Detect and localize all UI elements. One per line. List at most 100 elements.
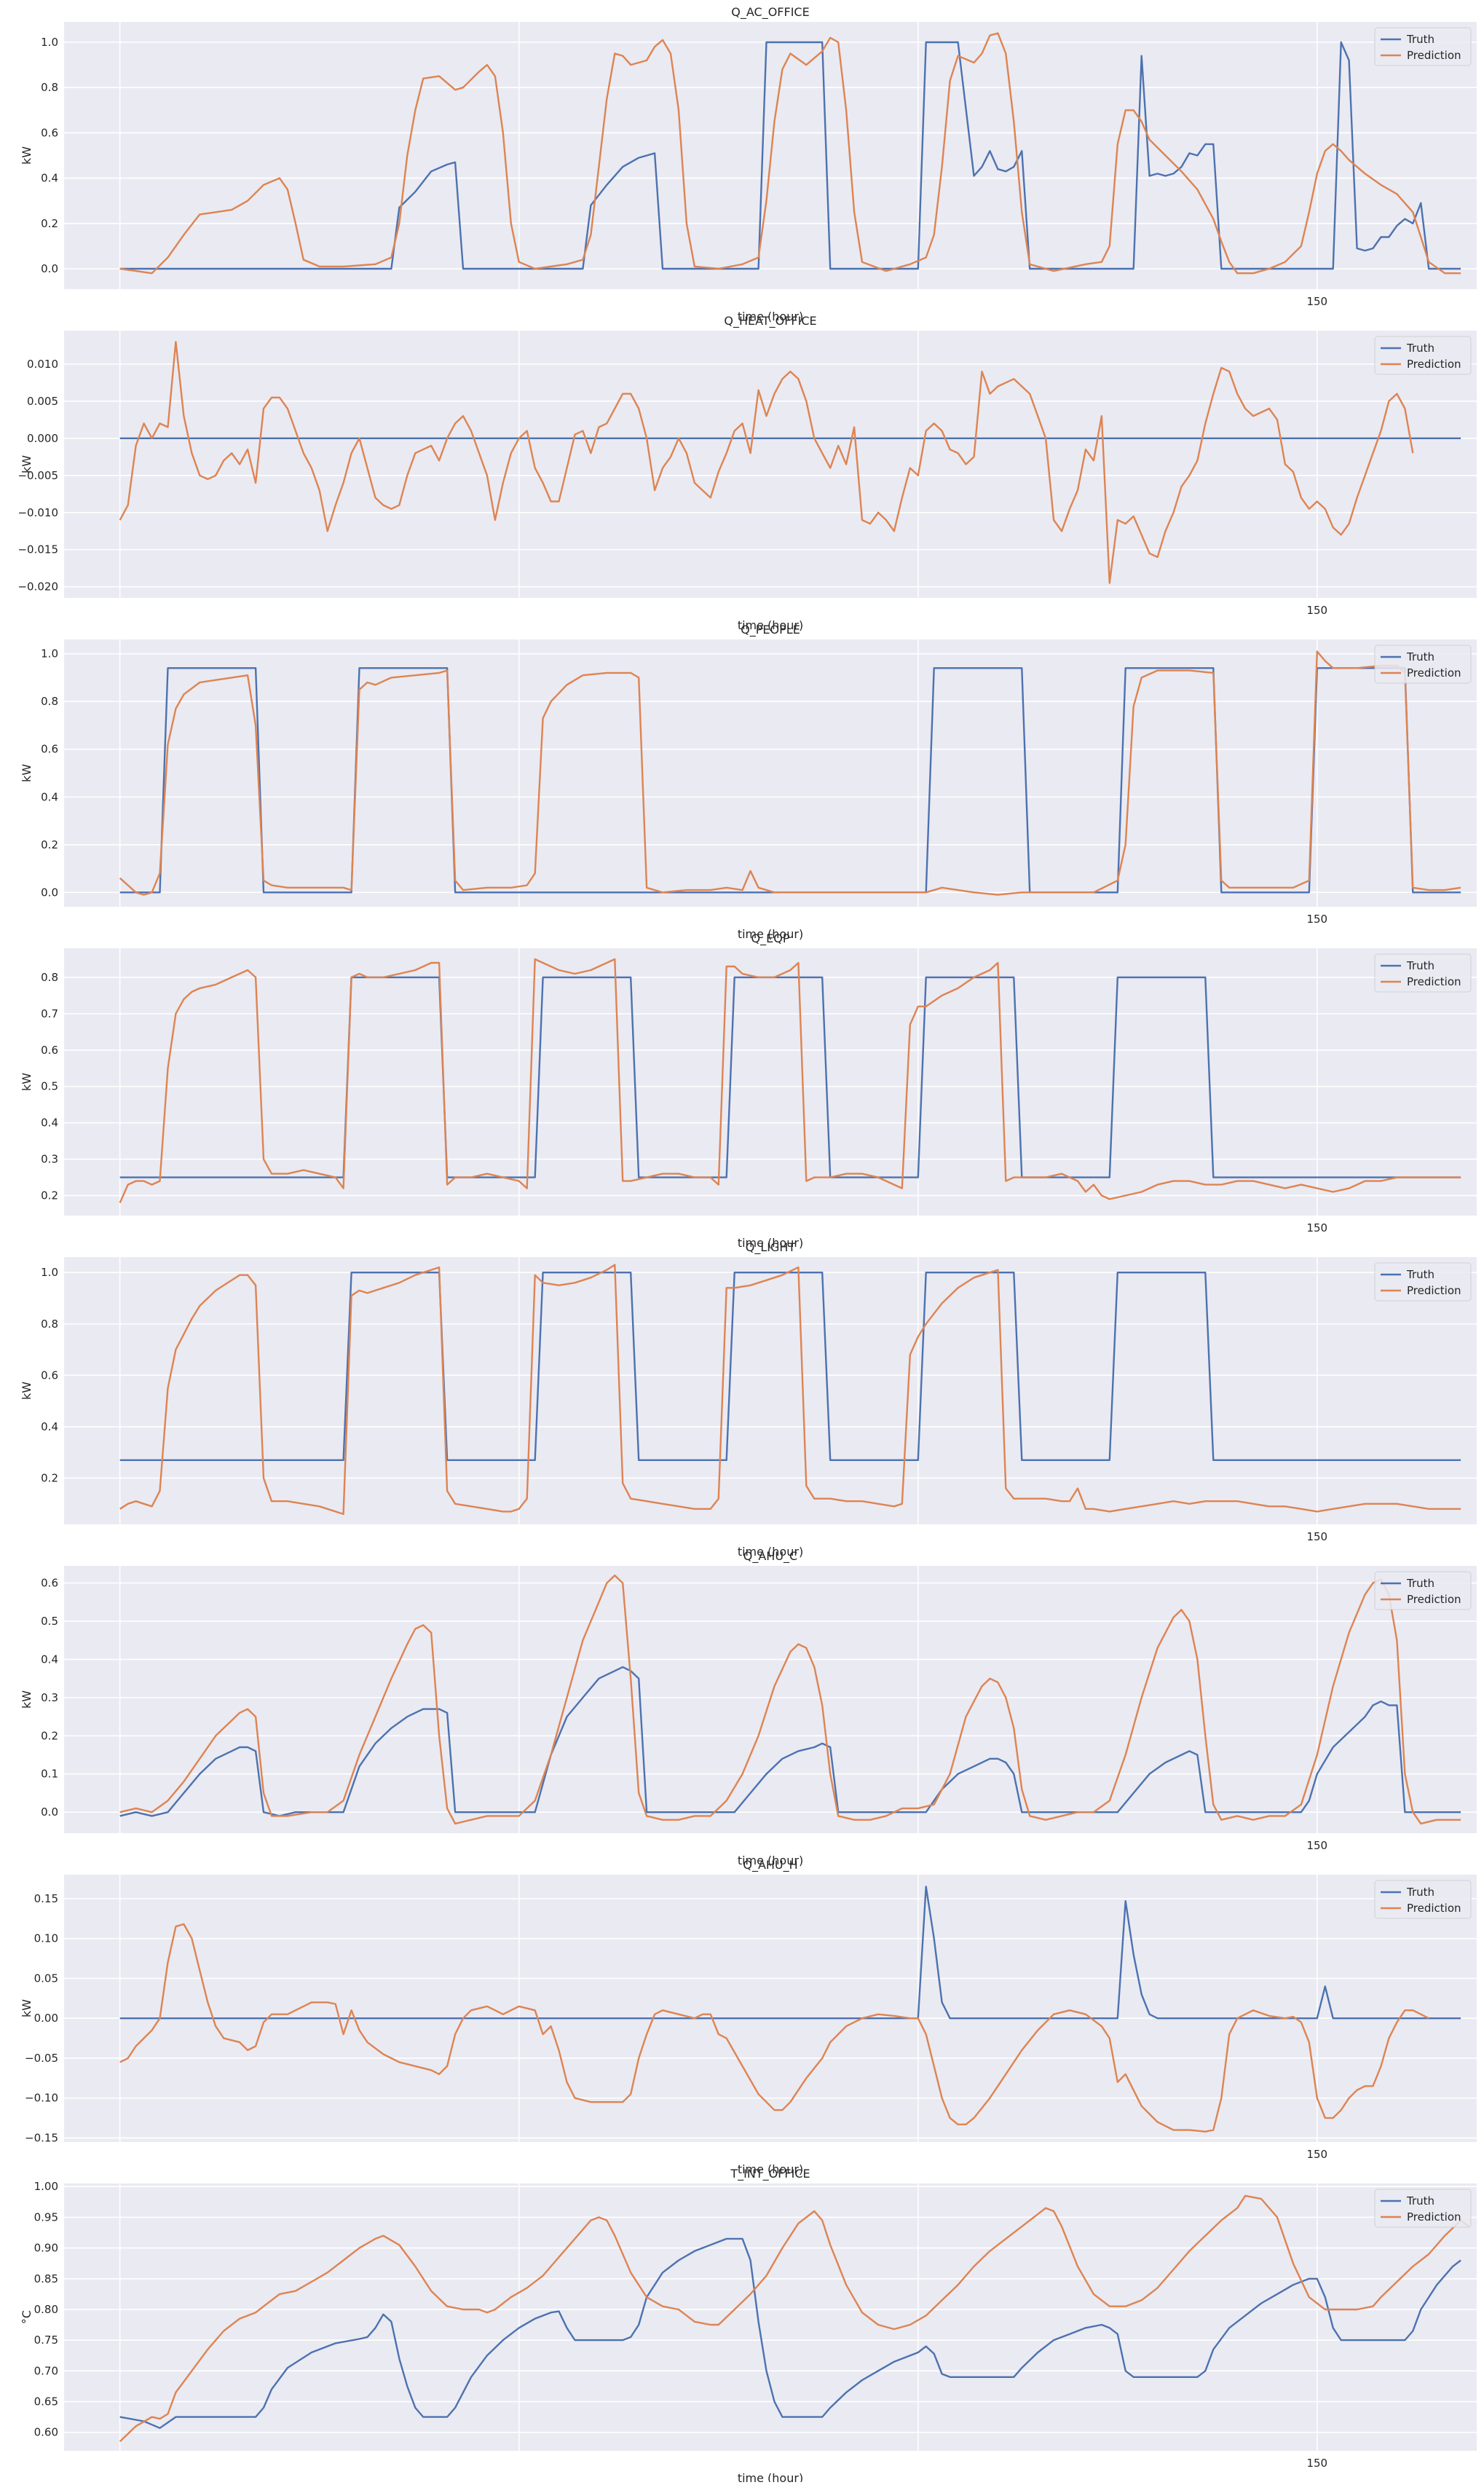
y-tick-label: 0.6 bbox=[41, 1577, 58, 1590]
x-axis-label: time (hour) bbox=[738, 618, 803, 632]
legend-label-truth: Truth bbox=[1406, 1886, 1434, 1899]
y-tick-label: 0.4 bbox=[41, 172, 58, 185]
y-axis-label: kW bbox=[20, 1999, 33, 2017]
y-tick-label: 0.000 bbox=[27, 432, 58, 445]
y-tick-label: 0.65 bbox=[34, 2395, 58, 2409]
legend-label-prediction: Prediction bbox=[1407, 666, 1461, 680]
y-tick-label: 0.85 bbox=[34, 2272, 58, 2285]
series-line-prediction bbox=[119, 958, 1461, 1203]
y-tick-label: 0.5 bbox=[41, 1615, 58, 1628]
y-tick-label: 0.010 bbox=[27, 358, 58, 371]
plot-area bbox=[64, 1875, 1477, 2142]
y-tick-label: 0.2 bbox=[41, 1471, 58, 1484]
series-line-prediction bbox=[119, 32, 1461, 275]
y-tick-label: −0.010 bbox=[17, 506, 58, 519]
y-tick-label: 0.6 bbox=[41, 126, 58, 139]
x-tick-label: 150 bbox=[1306, 1530, 1327, 1543]
y-axis-label: kW bbox=[20, 455, 33, 473]
chart-title: Q_AHU_H bbox=[743, 1858, 797, 1872]
y-tick-label: 0.6 bbox=[41, 1044, 58, 1057]
legend: Truth Prediction bbox=[1374, 336, 1472, 375]
y-tick-label: −0.10 bbox=[25, 2092, 58, 2105]
plot-area bbox=[64, 2183, 1477, 2451]
legend-label-truth: Truth bbox=[1406, 342, 1434, 355]
y-tick-label: 1.0 bbox=[41, 1266, 58, 1279]
x-axis-label: time (hour) bbox=[738, 927, 803, 941]
chart-title: Q_AHU_C bbox=[743, 1549, 797, 1564]
plot-area bbox=[64, 639, 1477, 907]
chart-title: Q_PEOPLE bbox=[741, 623, 800, 637]
legend-label-prediction: Prediction bbox=[1407, 975, 1461, 988]
y-tick-label: 0.7 bbox=[41, 1007, 58, 1020]
y-tick-label: −0.05 bbox=[25, 2052, 58, 2065]
y-tick-label: 1.00 bbox=[34, 2180, 58, 2193]
legend-label-truth: Truth bbox=[1406, 1268, 1434, 1281]
y-axis-label: kW bbox=[20, 146, 33, 165]
y-tick-label: 0.05 bbox=[34, 1972, 58, 1985]
legend: Truth Prediction bbox=[1374, 953, 1472, 993]
y-tick-label: 0.10 bbox=[34, 1932, 58, 1945]
y-tick-label: 0.2 bbox=[41, 838, 58, 851]
x-tick-label: 150 bbox=[1306, 1221, 1327, 1234]
y-tick-label: 0.6 bbox=[41, 743, 58, 756]
y-tick-label: −0.15 bbox=[25, 2132, 58, 2145]
subplot-t-int-office: 0.60 0.65 0.70 0.75 0.80 0.85 0.90 0.95 1.00 150 T… bbox=[20, 2167, 1477, 2485]
legend-label-prediction: Prediction bbox=[1407, 1284, 1461, 1297]
legend-label-prediction: Prediction bbox=[1407, 358, 1461, 371]
chart-title: T_INT_OFFICE bbox=[730, 2167, 810, 2181]
series-line-prediction bbox=[119, 1923, 1429, 2132]
legend-label-prediction: Prediction bbox=[1407, 49, 1461, 62]
x-tick-label: 150 bbox=[1306, 913, 1327, 926]
y-tick-label: 0.3 bbox=[41, 1691, 58, 1704]
y-tick-label: 0.3 bbox=[41, 1153, 58, 1166]
x-tick-label: 150 bbox=[1306, 604, 1327, 617]
plot-area bbox=[64, 948, 1477, 1216]
y-tick-label: 0.00 bbox=[34, 2012, 58, 2025]
y-tick-label: 0.60 bbox=[34, 2426, 58, 2439]
x-axis-label: time (hour) bbox=[738, 2162, 803, 2176]
x-tick-label: 150 bbox=[1306, 2148, 1327, 2161]
legend: Truth Prediction bbox=[1374, 1880, 1472, 1919]
y-tick-label: 0.75 bbox=[34, 2334, 58, 2347]
x-axis-label: time (hour) bbox=[738, 1854, 803, 1867]
legend: Truth Prediction bbox=[1374, 645, 1472, 684]
y-tick-label: 0.0 bbox=[41, 262, 58, 275]
x-axis-label: time (hour) bbox=[738, 310, 803, 323]
series-line-prediction bbox=[119, 650, 1461, 896]
y-tick-label: 0.8 bbox=[41, 1318, 58, 1331]
y-tick-label: 0.70 bbox=[34, 2364, 58, 2377]
chart-title: Q_LIGHT bbox=[746, 1240, 796, 1255]
y-tick-label: 0.4 bbox=[41, 790, 58, 803]
legend-label-prediction: Prediction bbox=[1407, 2210, 1461, 2224]
y-axis-label: kW bbox=[20, 1073, 33, 1091]
subplot-q-ahu-h: −0.15 −0.10 −0.05 0.00 0.05 0.10 0.15 150 Q_AHU_… bbox=[20, 1858, 1477, 2176]
y-tick-label: 0.90 bbox=[34, 2242, 58, 2255]
series-line-prediction bbox=[119, 2194, 1469, 2443]
series-line-truth bbox=[119, 1666, 1461, 1817]
series-line-prediction bbox=[119, 1264, 1461, 1516]
chart-title: Q_HEAT_OFFICE bbox=[724, 314, 816, 328]
y-axis-label: °C bbox=[20, 2310, 33, 2324]
y-tick-label: 0.2 bbox=[41, 217, 58, 230]
y-tick-label: 0.95 bbox=[34, 2210, 58, 2224]
y-tick-label: 0.4 bbox=[41, 1420, 58, 1433]
plot-area bbox=[64, 331, 1477, 598]
legend: Truth Prediction bbox=[1374, 27, 1472, 66]
chart-title: Q_AC_OFFICE bbox=[731, 5, 809, 20]
y-tick-label: 0.4 bbox=[41, 1117, 58, 1130]
series-line-truth bbox=[119, 1886, 1461, 2020]
y-tick-label: 0.2 bbox=[41, 1729, 58, 1742]
y-tick-label: 0.0 bbox=[41, 1805, 58, 1819]
x-tick-label: 150 bbox=[1306, 2457, 1327, 2470]
y-tick-label: 0.5 bbox=[41, 1080, 58, 1093]
legend-label-truth: Truth bbox=[1406, 2194, 1434, 2208]
y-axis-label: kW bbox=[20, 1382, 33, 1400]
legend: Truth Prediction bbox=[1374, 1571, 1472, 1610]
legend-label-prediction: Prediction bbox=[1407, 1902, 1461, 1915]
legend-label-truth: Truth bbox=[1406, 959, 1434, 972]
